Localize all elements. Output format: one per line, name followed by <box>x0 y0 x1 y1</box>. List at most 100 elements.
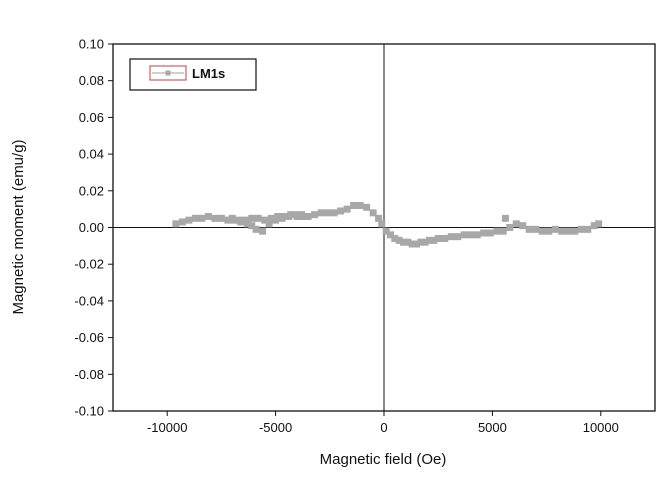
data-point <box>421 238 429 246</box>
data-point <box>243 220 251 228</box>
data-point <box>350 201 358 209</box>
data-point <box>259 227 267 235</box>
data-point <box>241 216 249 224</box>
data-point <box>248 222 256 230</box>
data-point <box>265 220 273 228</box>
data-point <box>426 236 434 244</box>
data-point <box>434 235 442 243</box>
data-point <box>330 209 338 217</box>
data-point <box>304 212 312 220</box>
y-tick-label: 0.10 <box>79 37 104 52</box>
data-point <box>198 214 206 222</box>
data-point <box>480 229 488 237</box>
data-point <box>538 227 546 235</box>
data-point <box>224 216 232 224</box>
data-point <box>311 211 319 219</box>
data-point <box>337 207 345 215</box>
data-point <box>252 225 260 233</box>
x-tick-label: -5000 <box>259 420 292 435</box>
data-point <box>499 227 507 235</box>
data-point <box>280 212 288 220</box>
data-point <box>272 216 280 224</box>
data-point <box>191 214 199 222</box>
y-tick-label: -0.02 <box>74 257 104 272</box>
y-tick-label: 0.08 <box>79 73 104 88</box>
data-point <box>454 233 462 241</box>
data-point <box>577 225 585 233</box>
data-point <box>595 220 603 228</box>
data-point <box>519 222 527 230</box>
data-point <box>300 212 308 220</box>
legend: LM1s <box>129 58 257 91</box>
y-tick-label: 0.02 <box>79 183 104 198</box>
y-tick-label: 0.00 <box>79 220 104 235</box>
data-point <box>551 225 559 233</box>
data-point <box>178 218 186 226</box>
y-tick-label: -0.10 <box>74 404 104 419</box>
data-point <box>395 236 403 244</box>
data-point <box>430 236 438 244</box>
data-point <box>274 212 282 220</box>
data-point <box>391 235 399 243</box>
data-point <box>467 231 475 239</box>
data-point <box>267 214 275 222</box>
data-point <box>217 214 225 222</box>
data-point <box>369 209 377 217</box>
x-tick-label: 5000 <box>478 420 507 435</box>
data-point <box>590 222 598 230</box>
data-point <box>382 227 390 235</box>
legend-marker-sample <box>165 70 171 76</box>
data-point <box>447 233 455 241</box>
data-point <box>493 227 501 235</box>
legend-box <box>129 58 257 91</box>
data-point <box>204 212 212 220</box>
data-point <box>473 231 481 239</box>
data-point <box>460 231 468 239</box>
data-point <box>558 227 566 235</box>
data-point <box>400 238 408 246</box>
data-point <box>324 209 332 217</box>
x-tick-label: -10000 <box>147 420 187 435</box>
data-point <box>512 220 520 228</box>
data-point <box>261 216 269 224</box>
x-axis-title: Magnetic field (Oe) <box>320 451 447 468</box>
data-point <box>375 214 383 222</box>
data-point <box>228 214 236 222</box>
data-point <box>287 211 295 219</box>
data-point <box>506 224 514 231</box>
data-point <box>317 209 325 217</box>
data-point <box>185 216 193 224</box>
data-point <box>525 225 533 233</box>
y-tick-label: -0.06 <box>74 330 104 345</box>
y-tick-label: -0.08 <box>74 367 104 382</box>
x-tick-label: 10000 <box>583 420 619 435</box>
data-point <box>211 214 219 222</box>
data-point <box>441 235 449 243</box>
y-tick-label: -0.04 <box>74 293 104 308</box>
data-point <box>293 212 301 220</box>
y-axis-title: Magnetic moment (emu/g) <box>10 139 27 314</box>
data-point <box>532 225 540 233</box>
y-tick-label: 0.04 <box>79 147 104 162</box>
data-point <box>571 227 579 235</box>
data-point <box>486 229 494 237</box>
data-point <box>408 240 416 248</box>
data-point <box>545 227 553 235</box>
y-tick-label: 0.06 <box>79 110 104 125</box>
data-point <box>501 214 509 222</box>
data-point <box>343 205 351 213</box>
data-point <box>417 238 425 246</box>
data-point <box>356 201 364 209</box>
data-point <box>413 240 421 248</box>
data-point <box>254 214 262 222</box>
data-point <box>248 214 256 222</box>
data-point <box>235 216 243 224</box>
data-point <box>564 227 572 235</box>
data-point <box>363 203 371 211</box>
legend-swatch-frame <box>149 65 187 81</box>
data-point <box>584 225 592 233</box>
data-point <box>172 220 180 228</box>
data-point <box>387 231 395 239</box>
legend-label-lm1s: LM1s <box>192 66 225 81</box>
